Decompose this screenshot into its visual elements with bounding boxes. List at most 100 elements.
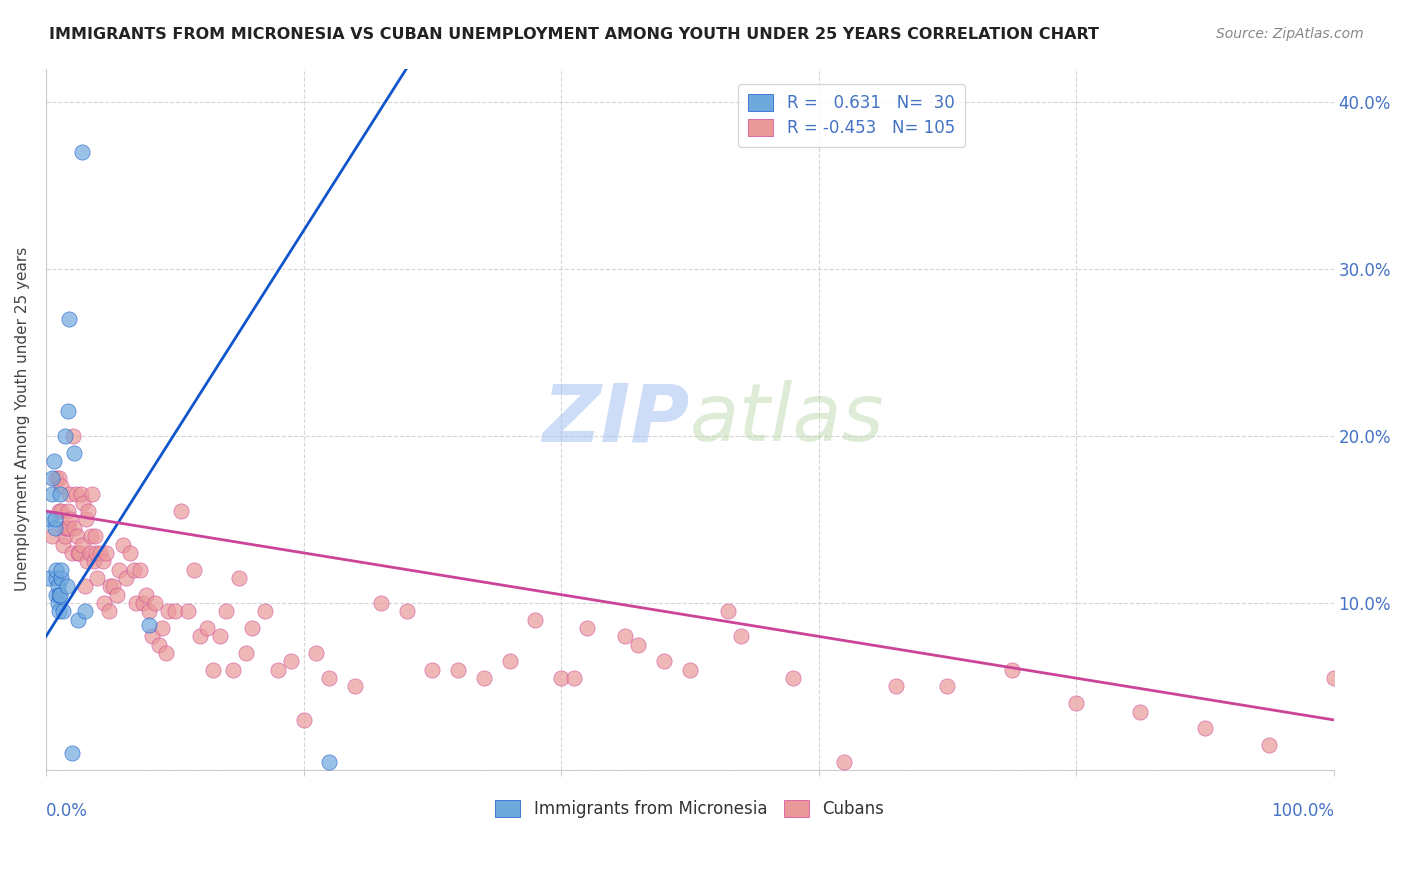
Point bbox=[49, 588, 72, 602]
Text: 100.0%: 100.0% bbox=[1271, 802, 1334, 820]
Point bbox=[235, 646, 257, 660]
Point bbox=[44, 521, 66, 535]
Point bbox=[63, 521, 86, 535]
Point bbox=[83, 554, 105, 568]
Point bbox=[228, 571, 250, 585]
Point bbox=[46, 579, 69, 593]
Point bbox=[292, 713, 315, 727]
Point bbox=[155, 646, 177, 660]
Point bbox=[75, 512, 97, 526]
Point bbox=[48, 471, 70, 485]
Point bbox=[96, 546, 118, 560]
Point bbox=[138, 604, 160, 618]
Point bbox=[614, 629, 637, 643]
Point bbox=[717, 604, 740, 618]
Point bbox=[82, 487, 104, 501]
Point bbox=[370, 596, 392, 610]
Point bbox=[472, 671, 495, 685]
Point bbox=[80, 529, 103, 543]
Point bbox=[51, 504, 73, 518]
Point bbox=[59, 512, 82, 526]
Point bbox=[41, 529, 63, 543]
Point bbox=[41, 487, 63, 501]
Point bbox=[183, 563, 205, 577]
Point bbox=[343, 680, 366, 694]
Point bbox=[56, 404, 79, 418]
Point bbox=[131, 596, 153, 610]
Point bbox=[652, 655, 675, 669]
Point bbox=[221, 663, 243, 677]
Point bbox=[1323, 671, 1346, 685]
Point bbox=[163, 604, 186, 618]
Point bbox=[51, 563, 73, 577]
Text: ZIP: ZIP bbox=[543, 380, 690, 458]
Point bbox=[627, 638, 650, 652]
Point bbox=[77, 504, 100, 518]
Point bbox=[190, 629, 212, 643]
Point bbox=[83, 529, 105, 543]
Point bbox=[55, 521, 77, 535]
Point bbox=[91, 554, 114, 568]
Point bbox=[105, 588, 128, 602]
Point bbox=[202, 663, 225, 677]
Point bbox=[1129, 705, 1152, 719]
Point bbox=[70, 537, 93, 551]
Point bbox=[41, 471, 63, 485]
Point bbox=[575, 621, 598, 635]
Point bbox=[129, 563, 152, 577]
Point bbox=[58, 312, 80, 326]
Point bbox=[51, 571, 73, 585]
Point bbox=[267, 663, 290, 677]
Point bbox=[141, 629, 163, 643]
Point bbox=[55, 579, 77, 593]
Point bbox=[67, 546, 90, 560]
Point bbox=[44, 512, 66, 526]
Point bbox=[562, 671, 585, 685]
Point bbox=[208, 629, 231, 643]
Point bbox=[122, 563, 145, 577]
Point bbox=[72, 496, 94, 510]
Point bbox=[86, 571, 108, 585]
Point bbox=[69, 546, 91, 560]
Point bbox=[782, 671, 804, 685]
Point bbox=[1194, 721, 1216, 735]
Point bbox=[138, 617, 160, 632]
Point bbox=[170, 504, 193, 518]
Point bbox=[42, 454, 65, 468]
Point bbox=[66, 529, 89, 543]
Point bbox=[157, 604, 180, 618]
Point bbox=[79, 546, 101, 560]
Y-axis label: Unemployment Among Youth under 25 years: Unemployment Among Youth under 25 years bbox=[15, 247, 30, 591]
Point bbox=[98, 579, 121, 593]
Point bbox=[62, 429, 84, 443]
Point bbox=[49, 487, 72, 501]
Point bbox=[56, 504, 79, 518]
Point bbox=[45, 588, 67, 602]
Point bbox=[936, 680, 959, 694]
Point bbox=[420, 663, 443, 677]
Point bbox=[48, 588, 70, 602]
Point bbox=[524, 613, 547, 627]
Point bbox=[145, 596, 167, 610]
Point bbox=[60, 546, 83, 560]
Point bbox=[498, 655, 520, 669]
Point bbox=[93, 596, 115, 610]
Point bbox=[125, 596, 148, 610]
Point bbox=[48, 604, 70, 618]
Point bbox=[148, 638, 170, 652]
Point bbox=[447, 663, 470, 677]
Point bbox=[1064, 696, 1087, 710]
Text: 0.0%: 0.0% bbox=[46, 802, 87, 820]
Point bbox=[550, 671, 572, 685]
Point bbox=[52, 604, 75, 618]
Point bbox=[53, 429, 76, 443]
Point bbox=[730, 629, 752, 643]
Point bbox=[58, 487, 80, 501]
Point bbox=[73, 579, 96, 593]
Point bbox=[114, 571, 136, 585]
Text: atlas: atlas bbox=[690, 380, 884, 458]
Point bbox=[63, 445, 86, 459]
Point bbox=[53, 529, 76, 543]
Point bbox=[45, 471, 67, 485]
Point bbox=[89, 546, 111, 560]
